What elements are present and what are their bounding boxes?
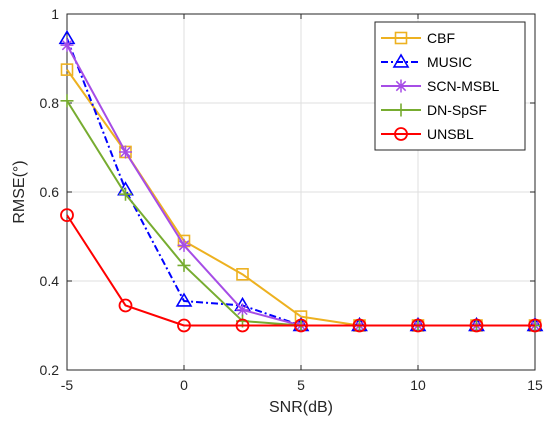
data-point-unsbl — [469, 318, 484, 333]
legend-entry-music: MUSIC — [381, 53, 472, 70]
data-point-unsbl — [177, 318, 191, 333]
data-point-unsbl — [294, 318, 308, 333]
y-tick-label: 0.8 — [40, 95, 60, 111]
legend-marker-unsbl — [394, 127, 408, 141]
y-tick-label: 0.2 — [40, 362, 60, 378]
y-axis-title: RMSE(°) — [11, 160, 28, 223]
legend-label-unsbl: UNSBL — [427, 126, 474, 142]
x-tick-label: 15 — [527, 377, 543, 393]
legend-entry-scn-msbl: SCN-MSBL — [381, 78, 500, 94]
x-tick-label: 10 — [410, 377, 426, 393]
legend-label-music: MUSIC — [427, 54, 472, 70]
y-tick-label: 0.4 — [40, 273, 60, 289]
data-point-dn-spsf — [60, 94, 74, 108]
data-point-cbf — [236, 268, 249, 281]
data-point-scn-msbl — [119, 145, 132, 159]
legend-entry-cbf: CBF — [381, 30, 455, 46]
data-point-scn-msbl — [177, 238, 191, 252]
legend-entry-dn-spsf: DN-SpSF — [381, 102, 487, 118]
data-point-scn-msbl — [236, 303, 249, 317]
legend-marker-dn-spsf — [394, 103, 408, 117]
series-unsbl — [60, 208, 542, 333]
data-point-unsbl — [528, 318, 542, 333]
y-tick-label: 0.6 — [40, 184, 60, 200]
x-tick-label: 0 — [180, 377, 188, 393]
series-line-unsbl — [66, 214, 535, 327]
data-point-unsbl — [352, 318, 367, 333]
x-tick-label: -5 — [61, 377, 74, 393]
legend-label-dn-spsf: DN-SpSF — [427, 102, 487, 118]
x-tick-label: 5 — [297, 377, 305, 393]
series-layer — [58, 29, 544, 333]
data-point-scn-msbl — [60, 38, 74, 52]
data-point-dn-spsf — [119, 187, 132, 201]
ticks: -5 0 5 10 15 0.2 0.4 0.6 0.8 1 — [40, 6, 543, 393]
data-point-music — [175, 292, 193, 307]
legend-label-cbf: CBF — [427, 30, 455, 46]
legend-label-scn-msbl: SCN-MSBL — [427, 78, 500, 94]
legend: CBF MUSIC SCN-MSBL DN-SpSF UNSBL — [374, 21, 526, 151]
legend-marker-cbf — [394, 31, 408, 45]
data-point-dn-spsf — [177, 258, 191, 272]
x-axis-title: SNR(dB) — [269, 399, 333, 416]
legend-marker-scn-msbl — [394, 79, 408, 93]
data-point-unsbl — [118, 298, 133, 313]
data-point-cbf — [60, 63, 74, 76]
data-point-unsbl — [411, 318, 425, 333]
legend-marker-music — [392, 53, 410, 68]
legend-entry-unsbl: UNSBL — [381, 126, 474, 142]
y-tick-label: 1 — [51, 6, 59, 22]
data-point-unsbl — [60, 208, 74, 223]
data-point-unsbl — [235, 318, 250, 333]
